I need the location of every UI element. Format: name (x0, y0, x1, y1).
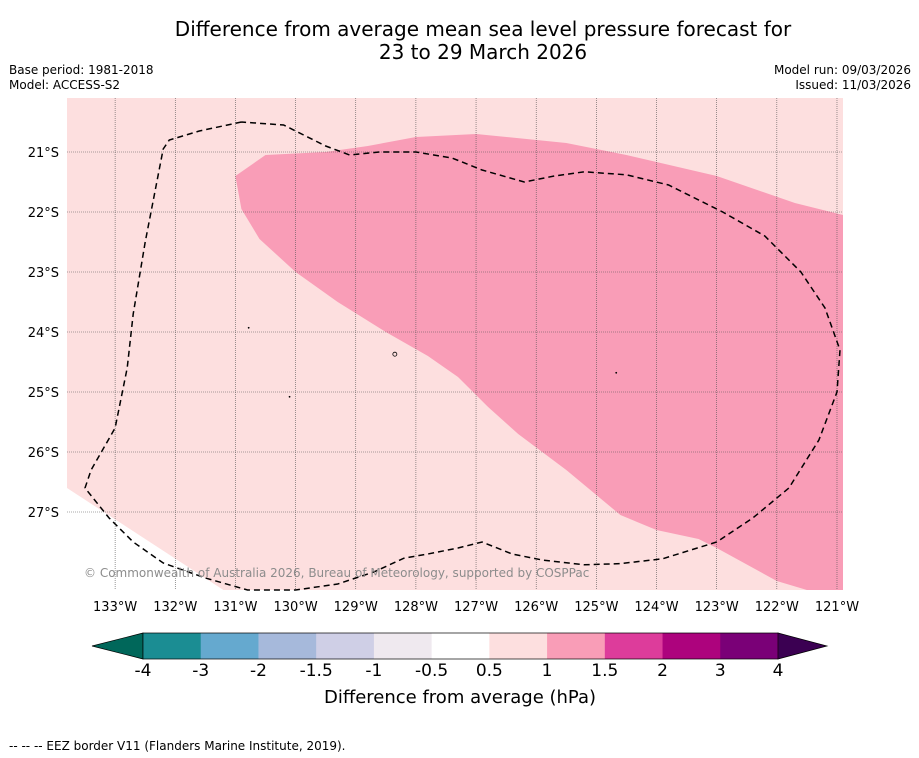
lon-tick-label: 125°W (574, 600, 618, 615)
colorbar (91, 632, 829, 660)
lon-tick-label: 129°W (334, 600, 378, 615)
lon-tick-label: 126°W (514, 600, 558, 615)
eez-border-line (84, 121, 841, 591)
colorbar-bin (489, 633, 548, 659)
colorbar-bin (547, 633, 606, 659)
colorbar-tick-label: -1 (365, 661, 382, 681)
colorbar-bin (258, 633, 317, 659)
colorbar-tick-label: 3 (715, 661, 726, 681)
copyright-watermark: © Commonwealth of Australia 2026, Bureau… (84, 566, 589, 580)
field-layer (67, 98, 843, 590)
longitude-labels: 133°W 132°W 131°W 130°W 129°W 128°W 127°W 126°W… (93, 600, 859, 615)
lon-tick-label: 131°W (213, 600, 257, 615)
colorbar-bin (431, 633, 490, 659)
colorbar-tick-label: 0.5 (476, 661, 503, 681)
map-title: Difference from average mean sea level p… (0, 18, 919, 64)
issued-date: Issued: 11/03/2026 (795, 78, 911, 92)
colorbar-tick-label: -0.5 (415, 661, 448, 681)
lon-tick-label: 130°W (274, 600, 318, 615)
eez-legend-note: -- -- -- EEZ border V11 (Flanders Marine… (9, 739, 346, 753)
title-line-2: 23 to 29 March 2026 (378, 40, 588, 64)
model-name: Model: ACCESS-S2 (9, 78, 121, 92)
lon-tick-label: 121°W (815, 600, 859, 615)
lon-tick-label: 124°W (634, 600, 678, 615)
latitude-labels: 21°S 22°S 23°S 24°S 25°S 26°S 27°S (28, 146, 59, 521)
colorbar-tick-label: 2 (657, 661, 668, 681)
colorbar-tick-label: 1.5 (591, 661, 618, 681)
island-dot (288, 395, 291, 398)
colorbar-tick-label: -3 (192, 661, 209, 681)
island-dot (615, 371, 618, 374)
colorbar-frame (142, 632, 779, 660)
lat-tick-label: 25°S (28, 386, 59, 401)
lat-tick-label: 26°S (28, 446, 59, 461)
island-dot (247, 326, 250, 329)
colorbar-tick-label: -1.5 (300, 661, 333, 681)
lat-tick-label: 21°S (28, 146, 59, 161)
lat-tick-label: 22°S (28, 206, 59, 221)
run-info: Model run: 09/03/2026 Issued: 11/03/2026 (774, 63, 911, 93)
colorbar-tick-label: 1 (542, 661, 553, 681)
colorbar-bin (662, 633, 721, 659)
pink-zone (235, 134, 843, 590)
colorbar-bin (143, 633, 202, 659)
title-line-1: Difference from average mean sea level p… (174, 17, 792, 41)
model-info: Base period: 1981-2018 Model: ACCESS-S2 (9, 63, 154, 93)
island-marker (392, 351, 398, 357)
colorbar-bin (316, 633, 375, 659)
colorbar-bin (373, 633, 433, 659)
graticule (67, 98, 843, 590)
base-period: Base period: 1981-2018 (9, 63, 154, 77)
colorbar-max-extend (777, 632, 829, 660)
colorbar-label: Difference from average (hPa) (324, 687, 596, 708)
colorbar-bin (604, 633, 664, 659)
lat-tick-label: 24°S (28, 326, 59, 341)
lon-tick-label: 133°W (93, 600, 137, 615)
lon-tick-label: 127°W (454, 600, 498, 615)
island-layer (247, 326, 618, 398)
lat-tick-label: 23°S (28, 266, 59, 281)
lat-tick-label: 27°S (28, 506, 59, 521)
model-run-date: Model run: 09/03/2026 (773, 63, 911, 77)
colorbar-ticks: -4 -3 -2 -1.5 -1 -0.5 0.5 1 1.5 2 3 4 (135, 661, 784, 681)
colorbar-tick-label: 4 (773, 661, 784, 681)
lon-tick-label: 123°W (695, 600, 739, 615)
colorbar-bin (720, 633, 779, 659)
colorbar-tick-label: -4 (135, 661, 152, 681)
colorbar-tick-label: -2 (250, 661, 267, 681)
colorbar-bin (200, 633, 259, 659)
lon-tick-label: 128°W (394, 600, 438, 615)
lon-tick-label: 132°W (153, 600, 197, 615)
colorbar-min-extend (91, 632, 144, 660)
lon-tick-label: 122°W (755, 600, 799, 615)
